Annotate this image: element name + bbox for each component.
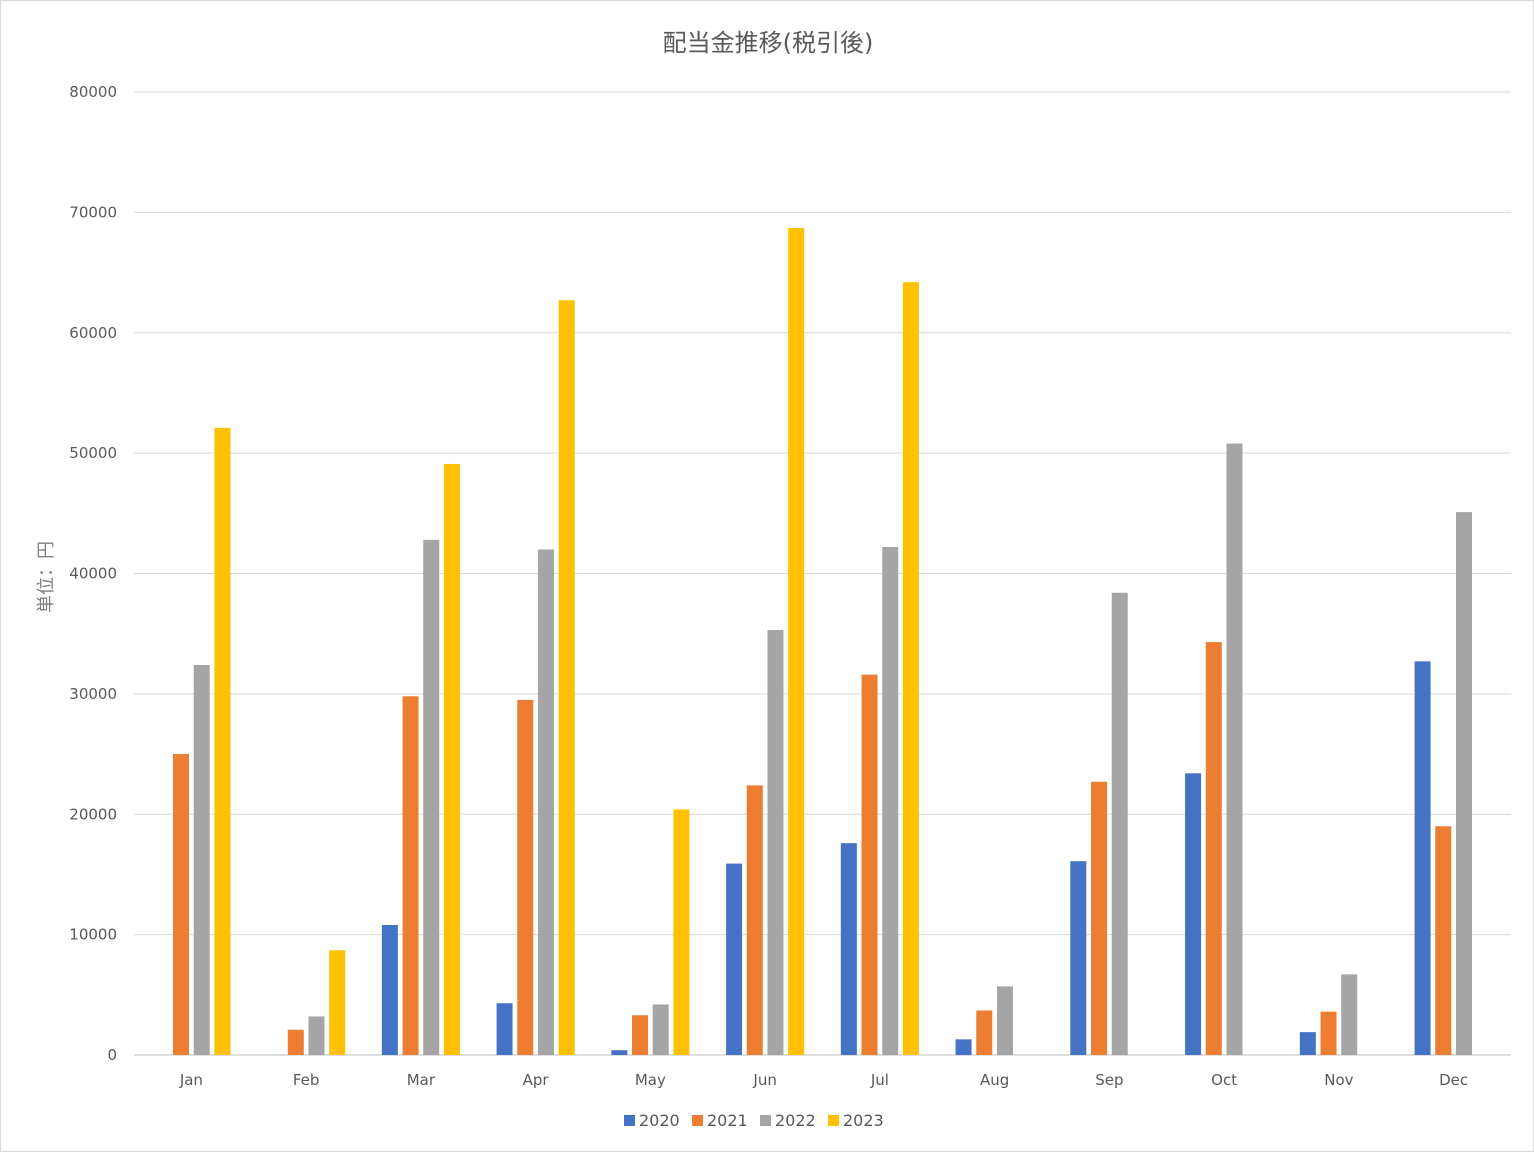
y-tick-label: 40000 [69, 565, 117, 583]
bar-2020-oct [1185, 773, 1202, 1055]
bars-group [173, 228, 1472, 1055]
bar-2021-mar [402, 696, 419, 1055]
bar-2021-jan [173, 754, 190, 1055]
bar-2022-aug [996, 986, 1013, 1055]
legend-swatch-2021 [692, 1115, 703, 1126]
bar-2020-apr [496, 1003, 513, 1055]
x-tick-label: Sep [1095, 1071, 1123, 1089]
bar-2022-jul [882, 547, 899, 1055]
y-tick-label: 0 [107, 1046, 117, 1064]
bar-2020-nov [1299, 1032, 1316, 1055]
legend-label-2021: 2021 [707, 1111, 748, 1130]
y-tick-label: 60000 [69, 324, 117, 342]
bar-2022-dec [1455, 512, 1472, 1055]
legend-swatch-2023 [828, 1115, 839, 1126]
legend-label-2023: 2023 [843, 1111, 884, 1130]
bar-2023-apr [558, 300, 575, 1055]
bar-2020-jul [840, 843, 857, 1055]
legend: 2020 2021 2022 2023 [624, 1111, 884, 1130]
x-tick-label: Jan [179, 1071, 203, 1089]
bar-2022-jun [767, 630, 784, 1055]
y-tick-label: 10000 [69, 926, 117, 944]
legend-label-2020: 2020 [639, 1111, 680, 1130]
bar-2021-nov [1320, 1011, 1337, 1055]
bar-2021-apr [517, 699, 534, 1055]
gridlines [134, 91, 1511, 1056]
x-tick-label: Jun [752, 1071, 776, 1089]
bar-2023-feb [329, 950, 346, 1055]
x-tick-label: Aug [980, 1071, 1009, 1089]
bar-2022-mar [423, 539, 440, 1055]
bar-2021-may [632, 1015, 649, 1055]
y-tick-label: 70000 [69, 203, 117, 221]
bar-2022-oct [1226, 443, 1243, 1055]
bar-2022-apr [537, 549, 554, 1055]
bar-2020-dec [1414, 661, 1431, 1055]
x-tick-label: Oct [1211, 1071, 1237, 1089]
bar-2021-aug [976, 1010, 993, 1055]
bar-2021-jul [861, 674, 878, 1055]
y-tick-label: 80000 [69, 83, 117, 101]
x-tick-label: Nov [1324, 1071, 1353, 1089]
y-tick-label: 30000 [69, 685, 117, 703]
legend-swatch-2022 [760, 1115, 771, 1126]
bar-2020-mar [381, 924, 398, 1055]
bar-2021-jun [746, 785, 763, 1055]
y-tick-label: 50000 [69, 444, 117, 462]
x-tick-label: Dec [1439, 1071, 1468, 1089]
bar-2020-aug [955, 1039, 972, 1055]
y-axis-title: 単位：円 [36, 541, 57, 613]
bar-2022-sep [1111, 592, 1128, 1055]
y-axis-tick-labels: 0 10000 20000 30000 40000 50000 60000 70000 8000… [69, 83, 117, 1064]
bar-2020-may [611, 1050, 628, 1055]
x-tick-label: May [635, 1071, 666, 1089]
bar-2023-mar [443, 463, 460, 1055]
bar-2021-sep [1091, 781, 1108, 1055]
legend-label-2022: 2022 [775, 1111, 816, 1130]
y-tick-label: 20000 [69, 805, 117, 823]
chart-title: 配当金推移(税引後) [663, 29, 874, 57]
bar-2022-jan [193, 664, 210, 1055]
bar-2021-feb [287, 1029, 304, 1055]
x-tick-label: Apr [523, 1071, 550, 1089]
bar-2022-feb [308, 1016, 325, 1055]
bar-2020-sep [1070, 861, 1087, 1055]
bar-2022-nov [1341, 974, 1358, 1055]
bar-2022-may [652, 1004, 669, 1055]
x-axis-tick-labels: Jan Feb Mar Apr May Jun Jul Aug Sep Oct Nov Dec [179, 1071, 1468, 1089]
bar-2023-may [673, 809, 690, 1055]
bar-2021-oct [1205, 642, 1222, 1055]
x-tick-label: Feb [293, 1071, 320, 1089]
x-tick-label: Mar [407, 1071, 436, 1089]
bar-2023-jun [788, 228, 805, 1055]
bar-2023-jul [902, 282, 919, 1055]
legend-swatch-2020 [624, 1115, 635, 1126]
x-tick-label: Jul [870, 1071, 889, 1089]
bar-2021-dec [1435, 826, 1452, 1055]
bar-2023-jan [214, 427, 231, 1055]
bar-2020-jun [726, 863, 743, 1055]
